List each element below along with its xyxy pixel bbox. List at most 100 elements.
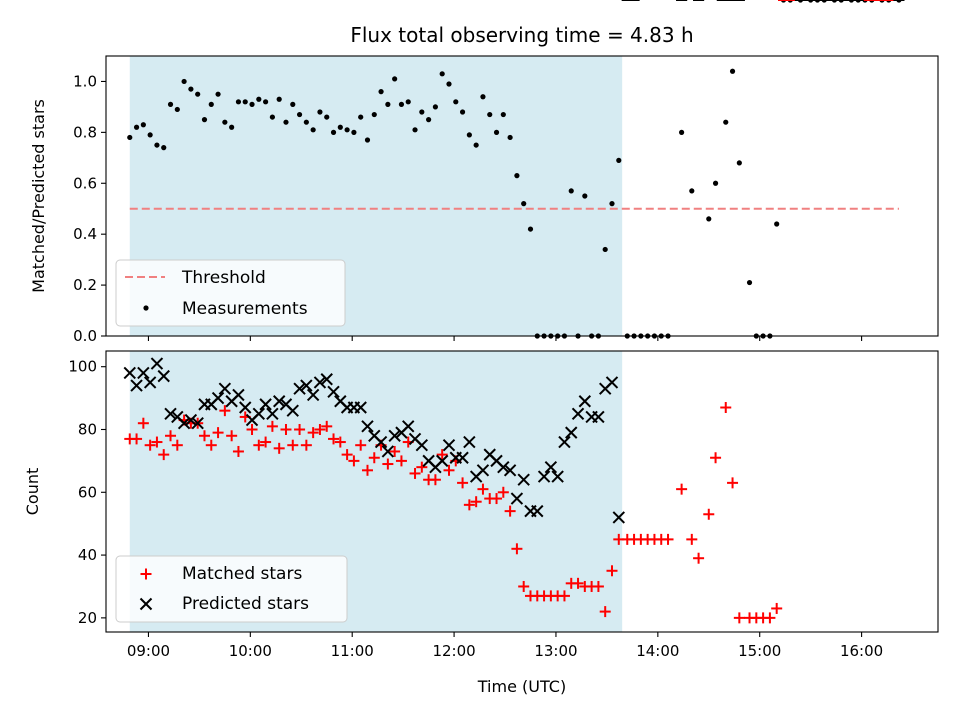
measurement-point xyxy=(201,117,208,123)
matched-star-point xyxy=(470,496,482,508)
matched-star-point xyxy=(158,449,170,461)
ratio-legend-box xyxy=(115,259,346,327)
predicted-star-point xyxy=(143,376,157,389)
measurement-point xyxy=(706,216,712,222)
predicted-star-point xyxy=(442,438,456,452)
matched-star-point xyxy=(606,565,618,577)
count-panel: 20 40 60 80 100 09:00 10:00 11:00 12:00 13:00 14:0… xyxy=(23,0,939,660)
measurement-point xyxy=(439,71,445,77)
y-tick-label: 1.0 xyxy=(73,72,97,90)
matched-star-point xyxy=(165,430,177,442)
chart-title: Flux total observing time = 4.83 h xyxy=(350,23,693,47)
x-tick-label: 15:00 xyxy=(738,642,781,660)
measurement-point xyxy=(229,124,235,130)
measurement-point xyxy=(582,193,588,199)
measurement-point xyxy=(723,119,729,125)
predicted-star-point xyxy=(510,492,524,505)
x-tick-label: 16:00 xyxy=(840,642,883,660)
matched-star-point xyxy=(314,423,326,435)
measurement-point xyxy=(188,86,194,92)
measurement-point xyxy=(521,201,527,207)
measurement-point xyxy=(568,188,574,194)
measurement-point xyxy=(378,89,384,95)
measurement-point xyxy=(330,129,337,135)
matched-star-point xyxy=(599,606,611,618)
ratio-panel-ticks: 0.0 0.2 0.4 0.6 0.8 1.0 xyxy=(73,72,863,345)
measurement-point xyxy=(235,99,242,105)
y-tick-label: 40 xyxy=(78,546,97,564)
measurement-point xyxy=(746,279,753,286)
measurement-point xyxy=(140,122,146,128)
measurement-point xyxy=(689,188,695,194)
measurement-point xyxy=(364,137,371,143)
legend-predicted-swatch xyxy=(139,597,153,611)
count-panel-frame xyxy=(105,350,939,633)
matched-star-point xyxy=(300,439,312,451)
predicted-star-point xyxy=(497,460,510,474)
matched-star-point xyxy=(287,439,299,451)
y-tick-label: 0.0 xyxy=(73,327,97,345)
matched-star-point xyxy=(491,493,503,505)
measurement-point xyxy=(774,221,780,227)
matched-star-point xyxy=(693,552,705,564)
predicted-star-point xyxy=(232,388,245,402)
matched-star-point xyxy=(733,612,745,624)
measurement-point xyxy=(398,101,405,107)
predicted-star-point xyxy=(286,404,299,417)
legend-matched-label: Matched stars xyxy=(182,564,302,584)
matched-star-point xyxy=(771,602,783,614)
matched-star-point xyxy=(676,483,688,495)
predicted-star-point xyxy=(456,451,469,464)
matched-star-point xyxy=(328,433,340,445)
measurement-point xyxy=(527,226,534,232)
matched-star-point xyxy=(662,533,674,545)
predicted-star-point xyxy=(313,376,327,389)
predicted-star-point xyxy=(402,420,415,433)
measurement-point xyxy=(459,109,466,115)
matched-star-point xyxy=(131,433,143,445)
predicted-star-point xyxy=(266,407,279,421)
legend-x-marker xyxy=(139,597,153,611)
predicted-star-point xyxy=(252,407,266,421)
measurement-point xyxy=(453,99,459,105)
measurement-point xyxy=(161,145,167,151)
predicted-star-point xyxy=(544,460,558,474)
measurement-point xyxy=(317,109,323,115)
measurement-point xyxy=(249,101,255,107)
predicted-star-point xyxy=(137,366,150,380)
matched-star-point xyxy=(477,483,489,495)
measurement-point xyxy=(208,101,214,107)
predicted-star-point xyxy=(354,401,367,414)
legend-plus-marker xyxy=(140,568,152,580)
matched-star-point xyxy=(368,452,380,464)
measurement-point xyxy=(195,91,201,97)
matched-star-point xyxy=(558,590,570,602)
predicted-star-point xyxy=(381,445,395,458)
matched-star-point xyxy=(409,467,421,479)
matched-star-point xyxy=(280,423,292,435)
matched-star-point xyxy=(463,499,475,511)
x-tick-label: 10:00 xyxy=(229,642,272,660)
x-axis-label: Time (UTC) xyxy=(477,677,566,696)
predicted-star-point xyxy=(558,435,571,449)
matched-star-point xyxy=(246,423,258,435)
matched-star-point xyxy=(764,612,776,624)
predicted-star-point xyxy=(272,395,286,408)
y-tick-label: 0.8 xyxy=(73,123,97,141)
measurement-point xyxy=(392,76,398,82)
matched-star-point xyxy=(253,439,265,451)
measurement-point xyxy=(283,119,289,125)
legend-threshold-label: Threshold xyxy=(181,268,266,288)
measurement-point xyxy=(351,129,357,135)
x-tick-label: 11:00 xyxy=(331,642,374,660)
measurement-point xyxy=(602,246,608,253)
y-tick-label: 0.6 xyxy=(73,174,97,192)
matched-star-point xyxy=(151,436,163,448)
measurement-point xyxy=(133,124,140,130)
measurement-point xyxy=(290,101,296,107)
count-y-axis-label: Count xyxy=(23,468,42,516)
matched-star-point xyxy=(592,580,604,592)
measurement-point xyxy=(736,160,742,166)
predicted-star-point xyxy=(571,407,585,421)
